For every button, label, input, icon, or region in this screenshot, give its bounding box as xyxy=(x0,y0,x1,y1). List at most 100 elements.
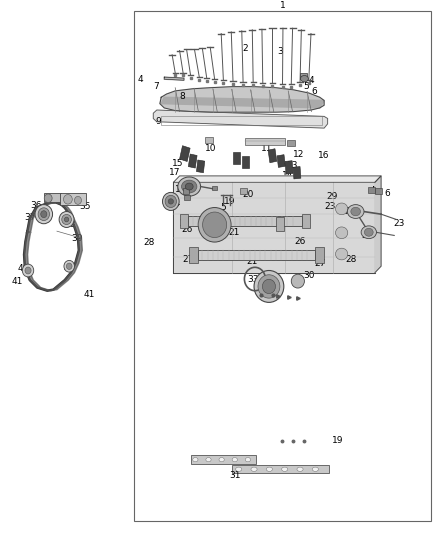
Bar xyxy=(60,193,86,205)
Polygon shape xyxy=(161,98,324,108)
Ellipse shape xyxy=(236,467,242,471)
Text: 27: 27 xyxy=(314,259,325,268)
Bar xyxy=(233,152,240,164)
Bar xyxy=(300,74,307,79)
Text: 5: 5 xyxy=(371,187,378,195)
Bar xyxy=(245,138,285,145)
Bar xyxy=(161,116,322,125)
Text: 10: 10 xyxy=(205,144,217,153)
Text: 19: 19 xyxy=(224,197,235,206)
Text: 2: 2 xyxy=(243,44,248,53)
Ellipse shape xyxy=(64,217,69,222)
Ellipse shape xyxy=(232,457,237,462)
Text: 41: 41 xyxy=(84,290,95,300)
Ellipse shape xyxy=(251,467,257,471)
Ellipse shape xyxy=(364,228,373,236)
Polygon shape xyxy=(24,203,82,290)
Ellipse shape xyxy=(185,183,193,190)
Ellipse shape xyxy=(62,214,71,224)
Text: 33: 33 xyxy=(247,274,259,284)
Ellipse shape xyxy=(282,467,288,471)
Ellipse shape xyxy=(198,207,231,242)
Bar xyxy=(180,214,188,228)
Text: 39: 39 xyxy=(71,234,82,243)
Polygon shape xyxy=(173,176,381,182)
Polygon shape xyxy=(164,77,184,80)
Bar xyxy=(184,195,190,200)
Ellipse shape xyxy=(74,196,81,204)
Ellipse shape xyxy=(25,267,31,274)
Text: 30: 30 xyxy=(304,271,315,280)
Ellipse shape xyxy=(35,205,53,224)
Text: 22: 22 xyxy=(179,219,191,228)
Text: 32: 32 xyxy=(255,283,267,292)
Text: 6: 6 xyxy=(385,190,391,198)
Text: 28: 28 xyxy=(143,238,155,247)
Ellipse shape xyxy=(64,195,72,204)
Text: 1: 1 xyxy=(279,1,286,10)
Ellipse shape xyxy=(193,457,198,462)
Text: 25: 25 xyxy=(361,231,373,240)
Text: 11: 11 xyxy=(261,144,272,153)
Ellipse shape xyxy=(266,467,272,471)
Text: 26: 26 xyxy=(295,237,306,246)
Bar xyxy=(197,160,205,173)
Ellipse shape xyxy=(41,211,47,217)
Ellipse shape xyxy=(361,226,376,239)
Text: 4: 4 xyxy=(138,75,143,84)
Text: 27: 27 xyxy=(183,255,194,264)
Text: 20: 20 xyxy=(242,190,254,199)
Ellipse shape xyxy=(297,467,303,471)
Ellipse shape xyxy=(254,271,284,302)
Bar xyxy=(134,11,431,521)
Bar xyxy=(368,187,375,193)
Ellipse shape xyxy=(202,212,227,238)
Ellipse shape xyxy=(168,199,173,204)
Text: 38: 38 xyxy=(64,220,76,229)
Bar xyxy=(240,188,247,194)
Bar xyxy=(302,214,310,228)
Text: 13: 13 xyxy=(287,161,298,170)
Text: 3: 3 xyxy=(277,46,283,55)
Text: 15: 15 xyxy=(172,159,183,168)
Text: 41: 41 xyxy=(12,277,23,286)
Ellipse shape xyxy=(336,248,348,260)
Polygon shape xyxy=(160,87,324,112)
Bar xyxy=(189,247,198,263)
Bar xyxy=(285,160,293,174)
Polygon shape xyxy=(173,182,375,272)
Bar xyxy=(276,217,284,231)
Text: 18: 18 xyxy=(175,185,186,193)
Bar xyxy=(212,186,217,190)
Ellipse shape xyxy=(262,279,276,294)
Text: 9: 9 xyxy=(155,117,162,126)
Text: 24: 24 xyxy=(345,207,356,216)
Text: 40: 40 xyxy=(17,264,28,273)
Ellipse shape xyxy=(38,208,49,221)
Text: 7: 7 xyxy=(153,82,159,91)
Bar xyxy=(183,188,189,194)
Ellipse shape xyxy=(64,261,74,272)
Ellipse shape xyxy=(22,264,34,277)
Bar xyxy=(198,251,315,260)
Polygon shape xyxy=(153,110,328,128)
Text: 17: 17 xyxy=(170,168,181,177)
Ellipse shape xyxy=(219,457,224,462)
Bar xyxy=(191,455,256,464)
Text: 14: 14 xyxy=(282,172,293,180)
Ellipse shape xyxy=(182,180,197,193)
Ellipse shape xyxy=(336,203,348,215)
Ellipse shape xyxy=(44,194,52,203)
Text: 29: 29 xyxy=(326,191,338,200)
Text: 40: 40 xyxy=(64,264,75,273)
Ellipse shape xyxy=(336,227,348,239)
Text: 19: 19 xyxy=(332,435,343,445)
Bar xyxy=(268,149,277,163)
Text: 36: 36 xyxy=(30,200,42,209)
Text: 26: 26 xyxy=(181,224,192,233)
Ellipse shape xyxy=(351,207,360,216)
Bar xyxy=(375,188,382,194)
Ellipse shape xyxy=(300,76,308,82)
Text: 4: 4 xyxy=(308,76,314,85)
Text: 21: 21 xyxy=(247,257,258,266)
